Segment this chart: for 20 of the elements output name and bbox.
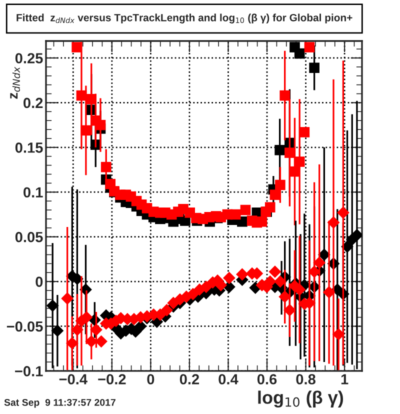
y-axis-title: z$_{dNdx}$ bbox=[10, 66, 20, 99]
chart-title: Fitted z$_{dNdx}$ versus TpcTrackLength and log$_{10}$ (β γ) for Global pion+ bbox=[16, 14, 352, 24]
y-tick-label: 0 bbox=[36, 276, 43, 287]
x-tick-label: 0 bbox=[147, 374, 154, 384]
y-tick-label: −0.1 bbox=[15, 366, 43, 376]
y-tick-label: 0.15 bbox=[15, 142, 43, 153]
y-tick-label: 0.05 bbox=[15, 232, 43, 242]
x-tick-label: 0.8 bbox=[296, 374, 316, 384]
x-tick-label: −0.2 bbox=[98, 374, 126, 384]
y-tick-label: −0.05 bbox=[6, 321, 43, 332]
x-tick-label: 0.6 bbox=[257, 374, 277, 384]
text: Sat Sep 9 11:37:57 2017 bbox=[4, 398, 116, 408]
x-tick-label: 0.4 bbox=[218, 374, 238, 384]
x-tick-label: −0.4 bbox=[59, 374, 88, 384]
x-tick-label: 1 bbox=[341, 374, 348, 384]
x-axis-title: log$_{10}$ (β γ) bbox=[258, 390, 344, 408]
y-tick-label: 0.25 bbox=[15, 53, 43, 64]
y-tick-label: 0.1 bbox=[24, 187, 43, 198]
y-tick-label: 0.2 bbox=[24, 98, 43, 108]
x-tick-label: 0.2 bbox=[180, 374, 200, 384]
